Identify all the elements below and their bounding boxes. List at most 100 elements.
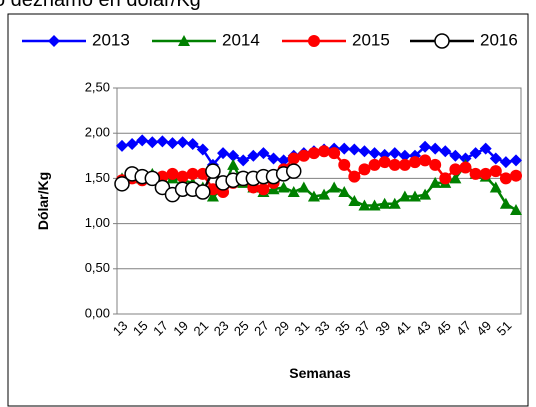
legend-label: 2014 <box>222 30 260 49</box>
marker <box>388 147 401 160</box>
marker <box>429 142 442 155</box>
marker <box>227 158 240 170</box>
marker <box>469 167 482 180</box>
marker <box>205 163 221 179</box>
marker <box>358 145 371 158</box>
marker <box>348 195 361 206</box>
chart-title: o deznamo en dólar/Kg <box>0 0 201 11</box>
marker <box>277 181 290 193</box>
marker <box>510 204 522 216</box>
marker <box>459 152 472 165</box>
marker <box>358 199 371 211</box>
marker <box>398 158 411 171</box>
marker <box>206 190 219 202</box>
marker <box>176 170 189 183</box>
marker <box>186 138 199 151</box>
marker <box>114 176 130 192</box>
marker <box>378 156 391 169</box>
legend-marker <box>308 35 320 47</box>
marker <box>146 136 159 149</box>
marker <box>479 142 492 155</box>
marker <box>449 163 462 176</box>
marker <box>459 161 472 174</box>
marker <box>277 154 290 167</box>
marker <box>408 190 421 202</box>
marker <box>338 185 351 197</box>
marker <box>338 158 351 171</box>
marker <box>449 149 462 162</box>
marker <box>328 147 341 160</box>
marker <box>338 142 351 155</box>
marker <box>176 136 189 149</box>
marker <box>439 172 452 185</box>
marker <box>499 172 512 185</box>
marker <box>368 158 381 171</box>
marker <box>499 156 512 169</box>
marker <box>287 152 300 165</box>
marker <box>217 147 230 160</box>
marker <box>398 190 411 202</box>
y-axis-title: Dólar/Kg <box>35 172 51 230</box>
marker <box>439 145 452 158</box>
marker <box>419 140 432 153</box>
marker <box>510 169 522 182</box>
y-tick-label: 2,50 <box>85 79 110 94</box>
y-tick-label: 0,50 <box>85 260 110 275</box>
marker <box>489 152 502 165</box>
marker <box>469 147 482 160</box>
y-tick-label: 1,50 <box>85 170 110 185</box>
marker <box>287 185 300 197</box>
marker <box>378 197 391 209</box>
marker <box>348 170 361 183</box>
x-axis-title: Semanas <box>289 365 351 381</box>
marker <box>510 154 522 167</box>
marker <box>136 134 149 147</box>
marker <box>195 184 211 200</box>
legend-label: 2015 <box>352 30 390 49</box>
y-tick-label: 0,00 <box>85 305 110 320</box>
marker <box>297 149 310 162</box>
marker <box>449 172 462 184</box>
marker <box>388 197 401 209</box>
marker <box>186 167 199 180</box>
marker <box>499 197 512 209</box>
marker <box>307 190 320 202</box>
marker <box>156 135 169 148</box>
y-tick-label: 1,00 <box>85 215 110 230</box>
y-tick-label: 2,00 <box>85 125 110 140</box>
marker <box>166 167 179 180</box>
marker <box>419 154 432 167</box>
marker <box>429 158 442 171</box>
marker <box>247 149 260 162</box>
marker <box>116 139 128 152</box>
marker <box>358 163 371 176</box>
marker <box>196 143 209 156</box>
legend-marker <box>48 35 60 47</box>
marker <box>257 183 270 196</box>
marker <box>388 158 401 171</box>
marker <box>328 181 341 193</box>
marker <box>489 181 502 193</box>
marker <box>257 147 270 160</box>
marker <box>318 145 331 158</box>
marker <box>166 137 179 150</box>
marker <box>318 188 331 200</box>
marker <box>368 147 381 160</box>
legend-label: 2016 <box>480 30 518 49</box>
marker <box>368 199 381 211</box>
marker <box>419 188 432 200</box>
marker <box>307 147 320 160</box>
marker <box>429 176 442 188</box>
legend-marker <box>178 35 190 46</box>
marker <box>126 138 139 151</box>
marker <box>398 149 411 162</box>
marker <box>267 152 280 165</box>
marker <box>297 181 310 193</box>
legend-label: 2013 <box>92 30 130 49</box>
marker <box>285 163 302 179</box>
marker <box>479 167 492 180</box>
marker <box>348 143 361 156</box>
marker <box>489 165 502 178</box>
marker <box>408 156 421 169</box>
